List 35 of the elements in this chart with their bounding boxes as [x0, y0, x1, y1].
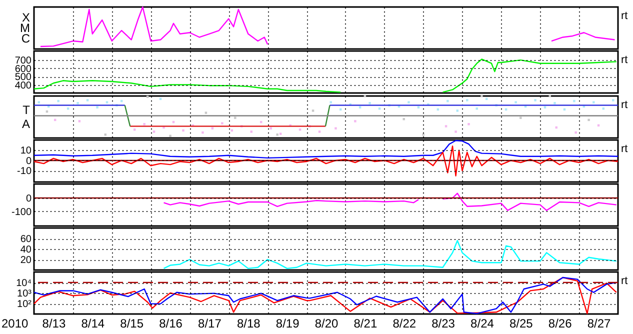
text: rt — [621, 275, 628, 287]
y-tick-label: 400 — [14, 80, 32, 92]
x-tick-label: 8/15 — [120, 316, 144, 330]
y-tick-label: 60 — [20, 234, 32, 245]
x-tick-label: 8/13 — [42, 316, 66, 330]
text: A — [22, 117, 30, 131]
y-tick-label: -10 — [17, 166, 32, 178]
y-tick-label: 0 — [26, 194, 32, 204]
y-tick-label: 10³ — [17, 288, 32, 300]
text: rt — [621, 99, 628, 111]
y-tick-label: 10² — [17, 299, 32, 310]
text: rt — [621, 54, 628, 66]
x-tick-label: 8/23 — [432, 316, 456, 330]
x-axis-title: 2010 — [2, 316, 29, 330]
y-tick-label: 10 — [20, 146, 32, 157]
x-tick-label: 8/18 — [236, 316, 261, 330]
text: rt — [621, 143, 628, 155]
text: rt — [621, 10, 628, 22]
x-tick-label: 8/24 — [470, 316, 494, 330]
x-tick-label: 8/25 — [509, 316, 534, 330]
x-tick-label: 8/22 — [392, 316, 416, 330]
text: T — [22, 103, 31, 117]
y-tick-label: 40 — [20, 244, 32, 256]
x-tick-label: 8/27 — [587, 316, 612, 330]
x-tick-label: 8/16 — [159, 316, 183, 330]
x-tick-label: 8/20 — [314, 316, 338, 330]
y-tick-label: 10⁴ — [16, 278, 32, 289]
y-tick-label: 0 — [26, 156, 32, 167]
x-tick-label: 8/26 — [548, 316, 572, 330]
x-tick-label: 8/17 — [198, 316, 222, 330]
y-tick-label: 20 — [20, 255, 32, 266]
x-tick-label: 8/21 — [354, 316, 378, 330]
x-tick-label: 8/19 — [276, 316, 300, 330]
x-tick-label: 8/14 — [81, 316, 105, 330]
y-tick-label: -100 — [11, 206, 32, 218]
